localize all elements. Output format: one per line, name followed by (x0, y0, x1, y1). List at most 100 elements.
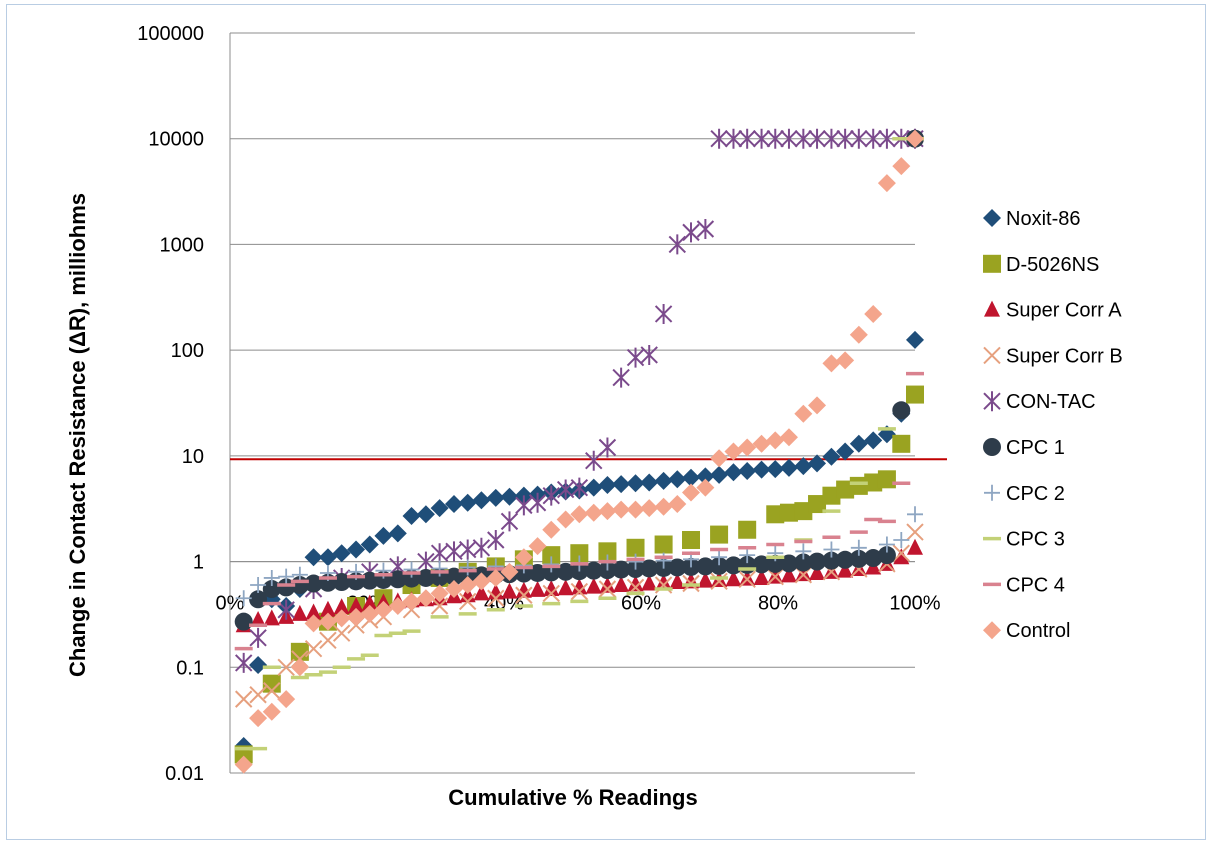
data-point (640, 344, 658, 365)
data-point (430, 584, 449, 603)
data-point (249, 590, 268, 609)
data-point (710, 128, 728, 149)
data-point (724, 128, 743, 149)
data-point (794, 128, 813, 149)
data-point (696, 478, 715, 497)
x-tick-label: 0% (216, 593, 245, 615)
data-point (752, 434, 771, 453)
data-point (654, 471, 673, 490)
data-point (319, 600, 336, 617)
y-tick-label: 10000 (148, 129, 204, 151)
data-point (557, 579, 574, 596)
data-point (892, 544, 911, 562)
data-point (290, 642, 309, 661)
data-point (864, 431, 883, 450)
data-point (332, 624, 351, 642)
legend-marker (983, 621, 1001, 640)
data-point (598, 542, 617, 561)
data-point (849, 549, 868, 568)
legend-marker (983, 254, 1001, 273)
data-point (542, 584, 560, 603)
legend-marker (984, 484, 1000, 501)
data-point (458, 576, 477, 595)
data-point (654, 497, 673, 516)
data-point (823, 541, 840, 558)
legend-item: CPC 3 (983, 529, 1065, 551)
data-point (738, 570, 756, 588)
data-point (640, 559, 659, 578)
series-noxit-86 (234, 330, 924, 756)
data-point (262, 702, 281, 721)
data-point (584, 561, 603, 580)
data-point (318, 612, 337, 631)
data-point (570, 505, 589, 524)
data-point (542, 485, 560, 506)
data-point (864, 549, 883, 568)
data-point (668, 558, 687, 577)
y-tick-label: 1000 (160, 234, 205, 256)
data-point (626, 347, 645, 368)
data-point (627, 575, 644, 592)
y-tick-labels: 0.01 0.1 1 10 100 1000 10000 100000 (137, 23, 204, 785)
data-point (444, 567, 463, 586)
data-point (360, 535, 379, 554)
data-point (710, 449, 729, 468)
data-point (458, 493, 477, 512)
data-point (724, 556, 743, 575)
data-point (626, 474, 645, 493)
data-point (444, 580, 463, 599)
y-tick-label: 100000 (137, 23, 204, 45)
data-point (473, 584, 490, 601)
data-point (738, 438, 757, 457)
data-point (864, 304, 883, 323)
data-point (402, 506, 421, 525)
x-tick-label: 80% (758, 593, 798, 615)
data-point (836, 480, 855, 499)
data-point (332, 609, 351, 628)
data-point (864, 128, 882, 149)
data-point (878, 128, 896, 149)
data-point (304, 574, 323, 593)
data-point (277, 690, 296, 709)
x-tick-label: 60% (621, 593, 661, 615)
data-point (766, 505, 785, 524)
data-point (235, 590, 252, 607)
data-point (893, 531, 910, 548)
data-point (249, 709, 268, 728)
data-point (430, 543, 449, 564)
data-point (655, 573, 672, 590)
data-point (598, 476, 617, 495)
data-point (277, 658, 295, 676)
y-tick-label: 10 (182, 446, 204, 468)
data-point (459, 559, 476, 576)
data-point (304, 548, 323, 567)
data-point (487, 529, 505, 550)
data-point (360, 604, 379, 623)
data-point (430, 597, 449, 615)
data-point (668, 470, 687, 489)
data-point (262, 674, 281, 693)
data-point (528, 537, 547, 556)
data-point (318, 548, 337, 567)
data-point (584, 478, 603, 497)
data-point (822, 128, 841, 149)
series-super-corr-b (234, 523, 924, 708)
legend-label: CPC 3 (1006, 529, 1065, 551)
data-point (654, 535, 673, 554)
legend-item: Noxit-86 (983, 208, 1080, 230)
data-point (655, 552, 672, 569)
data-point (766, 431, 785, 450)
data-point (738, 461, 757, 480)
data-point (585, 577, 602, 594)
data-point (626, 538, 645, 557)
data-point (850, 128, 868, 149)
y-tick-label: 1 (193, 552, 204, 574)
data-point (514, 548, 533, 567)
data-point (626, 500, 645, 519)
data-point (263, 682, 281, 700)
data-point (262, 580, 281, 599)
data-point (808, 128, 826, 149)
data-point (458, 539, 477, 560)
data-point (613, 576, 630, 593)
